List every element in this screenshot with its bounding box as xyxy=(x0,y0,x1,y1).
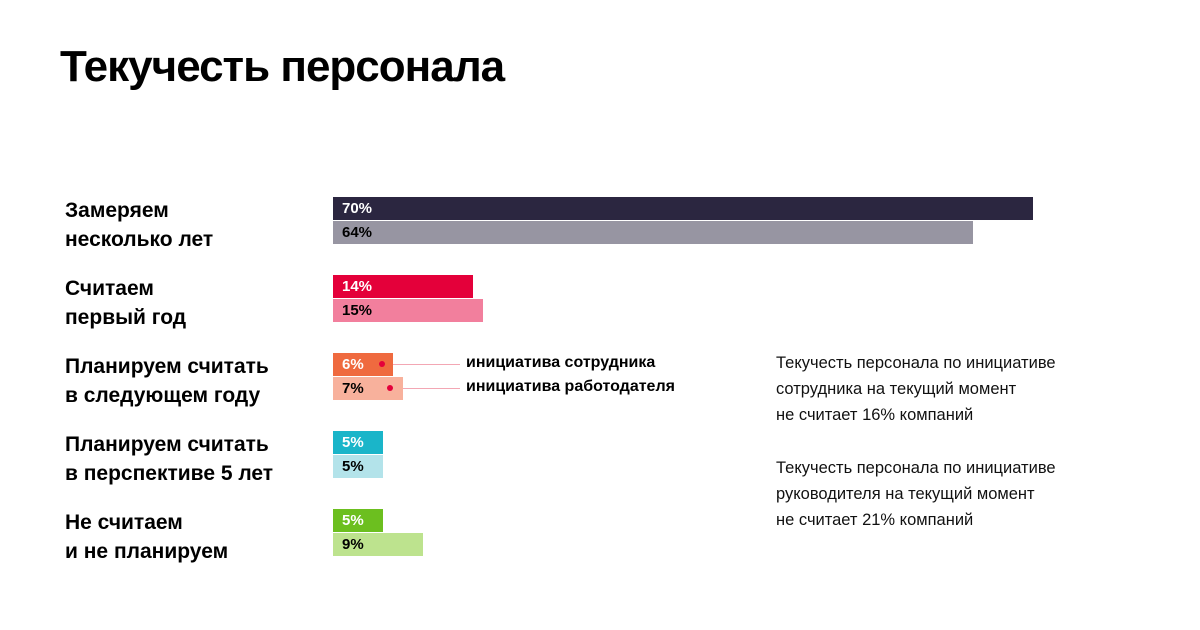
page-title: Текучесть персонала xyxy=(60,42,505,91)
legend-label: инициатива сотрудника xyxy=(466,354,656,371)
category-label-line: Замеряем xyxy=(65,199,169,222)
bar-value-label: 7% xyxy=(342,380,364,397)
annotation-line: не считает 21% компаний xyxy=(776,511,974,529)
legend-dot xyxy=(379,361,385,367)
bar-value-label: 9% xyxy=(342,536,364,553)
legend-dot xyxy=(387,385,393,391)
annotation-line: Текучесть персонала по инициативе xyxy=(776,354,1056,372)
category-label: Не считаем и не планируем xyxy=(65,508,325,566)
category-label-line: в перспективе 5 лет xyxy=(65,462,274,485)
bar-employer: 9% xyxy=(333,533,423,556)
category-label-line: несколько лет xyxy=(65,228,214,251)
annotation-line: руководителя на текущий момент xyxy=(776,485,1035,503)
bar-employer: 64% xyxy=(333,221,973,244)
category-label-line: Планируем считать xyxy=(65,433,269,456)
bar-value-label: 5% xyxy=(342,512,364,529)
category-label-line: Не считаем xyxy=(65,511,183,534)
annotation-line: не считает 16% компаний xyxy=(776,406,974,424)
bar-employer: 7% xyxy=(333,377,403,400)
bar-value-label: 15% xyxy=(342,302,373,319)
category-label-line: в следующем году xyxy=(65,384,261,407)
bar-value-label: 64% xyxy=(342,224,373,241)
legend-leader-line xyxy=(393,364,460,365)
bar-employee: 5% xyxy=(333,509,383,532)
bar-value-label: 70% xyxy=(342,200,373,217)
annotation-line: Текучесть персонала по инициативе xyxy=(776,459,1056,477)
category-label: Считаем первый год xyxy=(65,274,325,332)
category-label-line: первый год xyxy=(65,306,187,329)
bar-employee: 6% xyxy=(333,353,393,376)
bar-employer: 5% xyxy=(333,455,383,478)
annotation: Текучесть персонала по инициативе руковод… xyxy=(776,455,1156,533)
bar-value-label: 6% xyxy=(342,356,364,373)
bar-employee: 70% xyxy=(333,197,1033,220)
category-label: Планируем считать в перспективе 5 лет xyxy=(65,430,325,488)
annotation-line: сотрудника на текущий момент xyxy=(776,380,1017,398)
category-label-line: Считаем xyxy=(65,277,154,300)
bar-value-label: 14% xyxy=(342,278,373,295)
bar-value-label: 5% xyxy=(342,434,364,451)
legend-leader-line xyxy=(403,388,460,389)
bar-employee: 14% xyxy=(333,275,473,298)
annotation: Текучесть персонала по инициативе сотрудн… xyxy=(776,350,1156,428)
category-label-line: и не планируем xyxy=(65,540,229,563)
category-label: Замеряем несколько лет xyxy=(65,196,325,254)
bar-employer: 15% xyxy=(333,299,483,322)
bar-employee: 5% xyxy=(333,431,383,454)
bar-value-label: 5% xyxy=(342,458,364,475)
legend-label: инициатива работодателя xyxy=(466,378,675,395)
category-label-line: Планируем считать xyxy=(65,355,269,378)
category-label: Планируем считать в следующем году xyxy=(65,352,325,410)
